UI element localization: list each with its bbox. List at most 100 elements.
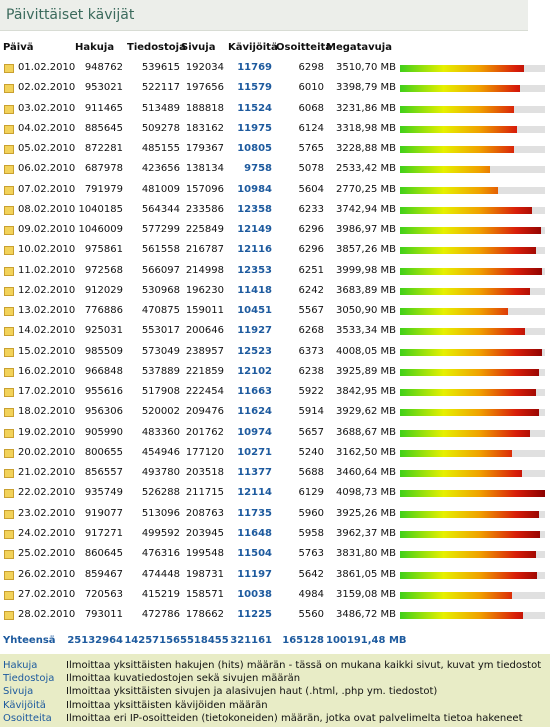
total-cell: 165128 [282, 635, 324, 647]
cell: 2533,42 MB [335, 163, 396, 175]
cell: 11504 [237, 548, 272, 560]
bar [400, 65, 525, 72]
cell: 1046009 [78, 224, 123, 236]
cell: 5657 [298, 426, 324, 438]
cell: 3486,72 MB [335, 609, 396, 621]
date: 24.02.2010 [18, 527, 76, 539]
date: 17.02.2010 [18, 386, 76, 398]
cell: 192034 [185, 62, 224, 73]
cell: 5922 [298, 386, 324, 398]
cell: 517908 [141, 386, 180, 398]
title-bar: Päivittäiset kävijät [0, 0, 528, 31]
row-icon [4, 64, 14, 73]
cell: 577299 [141, 224, 180, 236]
date: 21.02.2010 [18, 467, 76, 479]
cell: 776886 [84, 305, 123, 317]
row-icon [4, 550, 14, 560]
cell: 3231,86 MB [335, 102, 396, 114]
bar [400, 125, 518, 133]
cell: 3962,37 MB [335, 527, 396, 539]
cell: 3842,95 MB [335, 386, 396, 398]
cell: 3683,89 MB [335, 284, 396, 296]
cell: 4008,05 MB [335, 345, 396, 357]
bar [400, 146, 515, 154]
bar [400, 510, 539, 518]
cell: 221859 [185, 365, 224, 377]
cell: 526288 [141, 487, 180, 499]
cell: 214998 [185, 264, 224, 276]
bar [400, 368, 539, 376]
cell: 3510,70 MB [335, 62, 396, 73]
bar [400, 186, 498, 194]
cell: 3925,89 MB [335, 365, 396, 377]
cell: 6296 [298, 224, 324, 236]
cell: 11769 [237, 62, 272, 73]
cell: 423656 [141, 163, 180, 175]
cell: 5240 [298, 446, 324, 458]
date: 12.02.2010 [18, 284, 76, 296]
title: Päivittäiset kävijät [6, 7, 135, 23]
bar [400, 348, 542, 356]
cell: 9758 [244, 163, 272, 175]
cell: 203518 [185, 467, 224, 479]
date: 20.02.2010 [18, 446, 76, 458]
cell: 11418 [237, 284, 272, 296]
bar [400, 328, 525, 336]
column-header: Osoitteita [276, 42, 333, 53]
cell: 925031 [84, 325, 123, 337]
bar [400, 591, 512, 599]
cell: 687978 [84, 163, 123, 175]
bar [400, 490, 545, 498]
cell: 12114 [237, 487, 272, 499]
cell: 499592 [141, 527, 180, 539]
cell: 5763 [298, 548, 324, 560]
row-icon [4, 448, 14, 458]
cell: 188818 [185, 102, 224, 114]
cell: 11648 [237, 527, 272, 539]
bar [400, 449, 512, 457]
row-icon [4, 307, 14, 317]
date: 08.02.2010 [18, 203, 76, 215]
cell: 6129 [298, 487, 324, 499]
cell: 966848 [84, 365, 123, 377]
cell: 520002 [141, 406, 180, 418]
cell: 509278 [141, 122, 180, 134]
row-icon [4, 570, 14, 580]
row-icon [4, 124, 14, 134]
cell: 474448 [141, 568, 180, 580]
cell: 485155 [141, 143, 180, 155]
date: 02.02.2010 [18, 82, 76, 94]
bar [400, 287, 531, 295]
row-icon [4, 428, 14, 438]
cell: 791979 [84, 183, 123, 195]
column-header: Megatavuja [326, 42, 392, 53]
cell: 11975 [237, 122, 272, 134]
cell: 11225 [237, 609, 272, 621]
bar [400, 166, 490, 174]
cell: 11624 [237, 406, 272, 418]
bar [400, 308, 508, 316]
cell: 6242 [298, 284, 324, 296]
cell: 911465 [84, 102, 123, 114]
cell: 177120 [185, 446, 224, 458]
cell: 5604 [298, 183, 324, 195]
cell: 3925,26 MB [335, 507, 396, 519]
cell: 3398,79 MB [335, 82, 396, 94]
cell: 6068 [298, 102, 324, 114]
cell: 481009 [141, 183, 180, 195]
row-icon [4, 509, 14, 519]
cell: 476316 [141, 548, 180, 560]
cell: 11377 [237, 467, 272, 479]
total-cell: 5518455 [180, 635, 229, 647]
date: 27.02.2010 [18, 588, 76, 600]
cell: 912029 [84, 284, 123, 296]
date: 14.02.2010 [18, 325, 76, 337]
cell: 12149 [237, 224, 272, 236]
cell: 178662 [185, 609, 224, 621]
date: 18.02.2010 [18, 406, 76, 418]
date: 04.02.2010 [18, 122, 76, 134]
row-icon [4, 266, 14, 276]
cell: 6124 [298, 122, 324, 134]
cell: 222454 [185, 386, 224, 398]
cell: 953021 [84, 82, 123, 94]
